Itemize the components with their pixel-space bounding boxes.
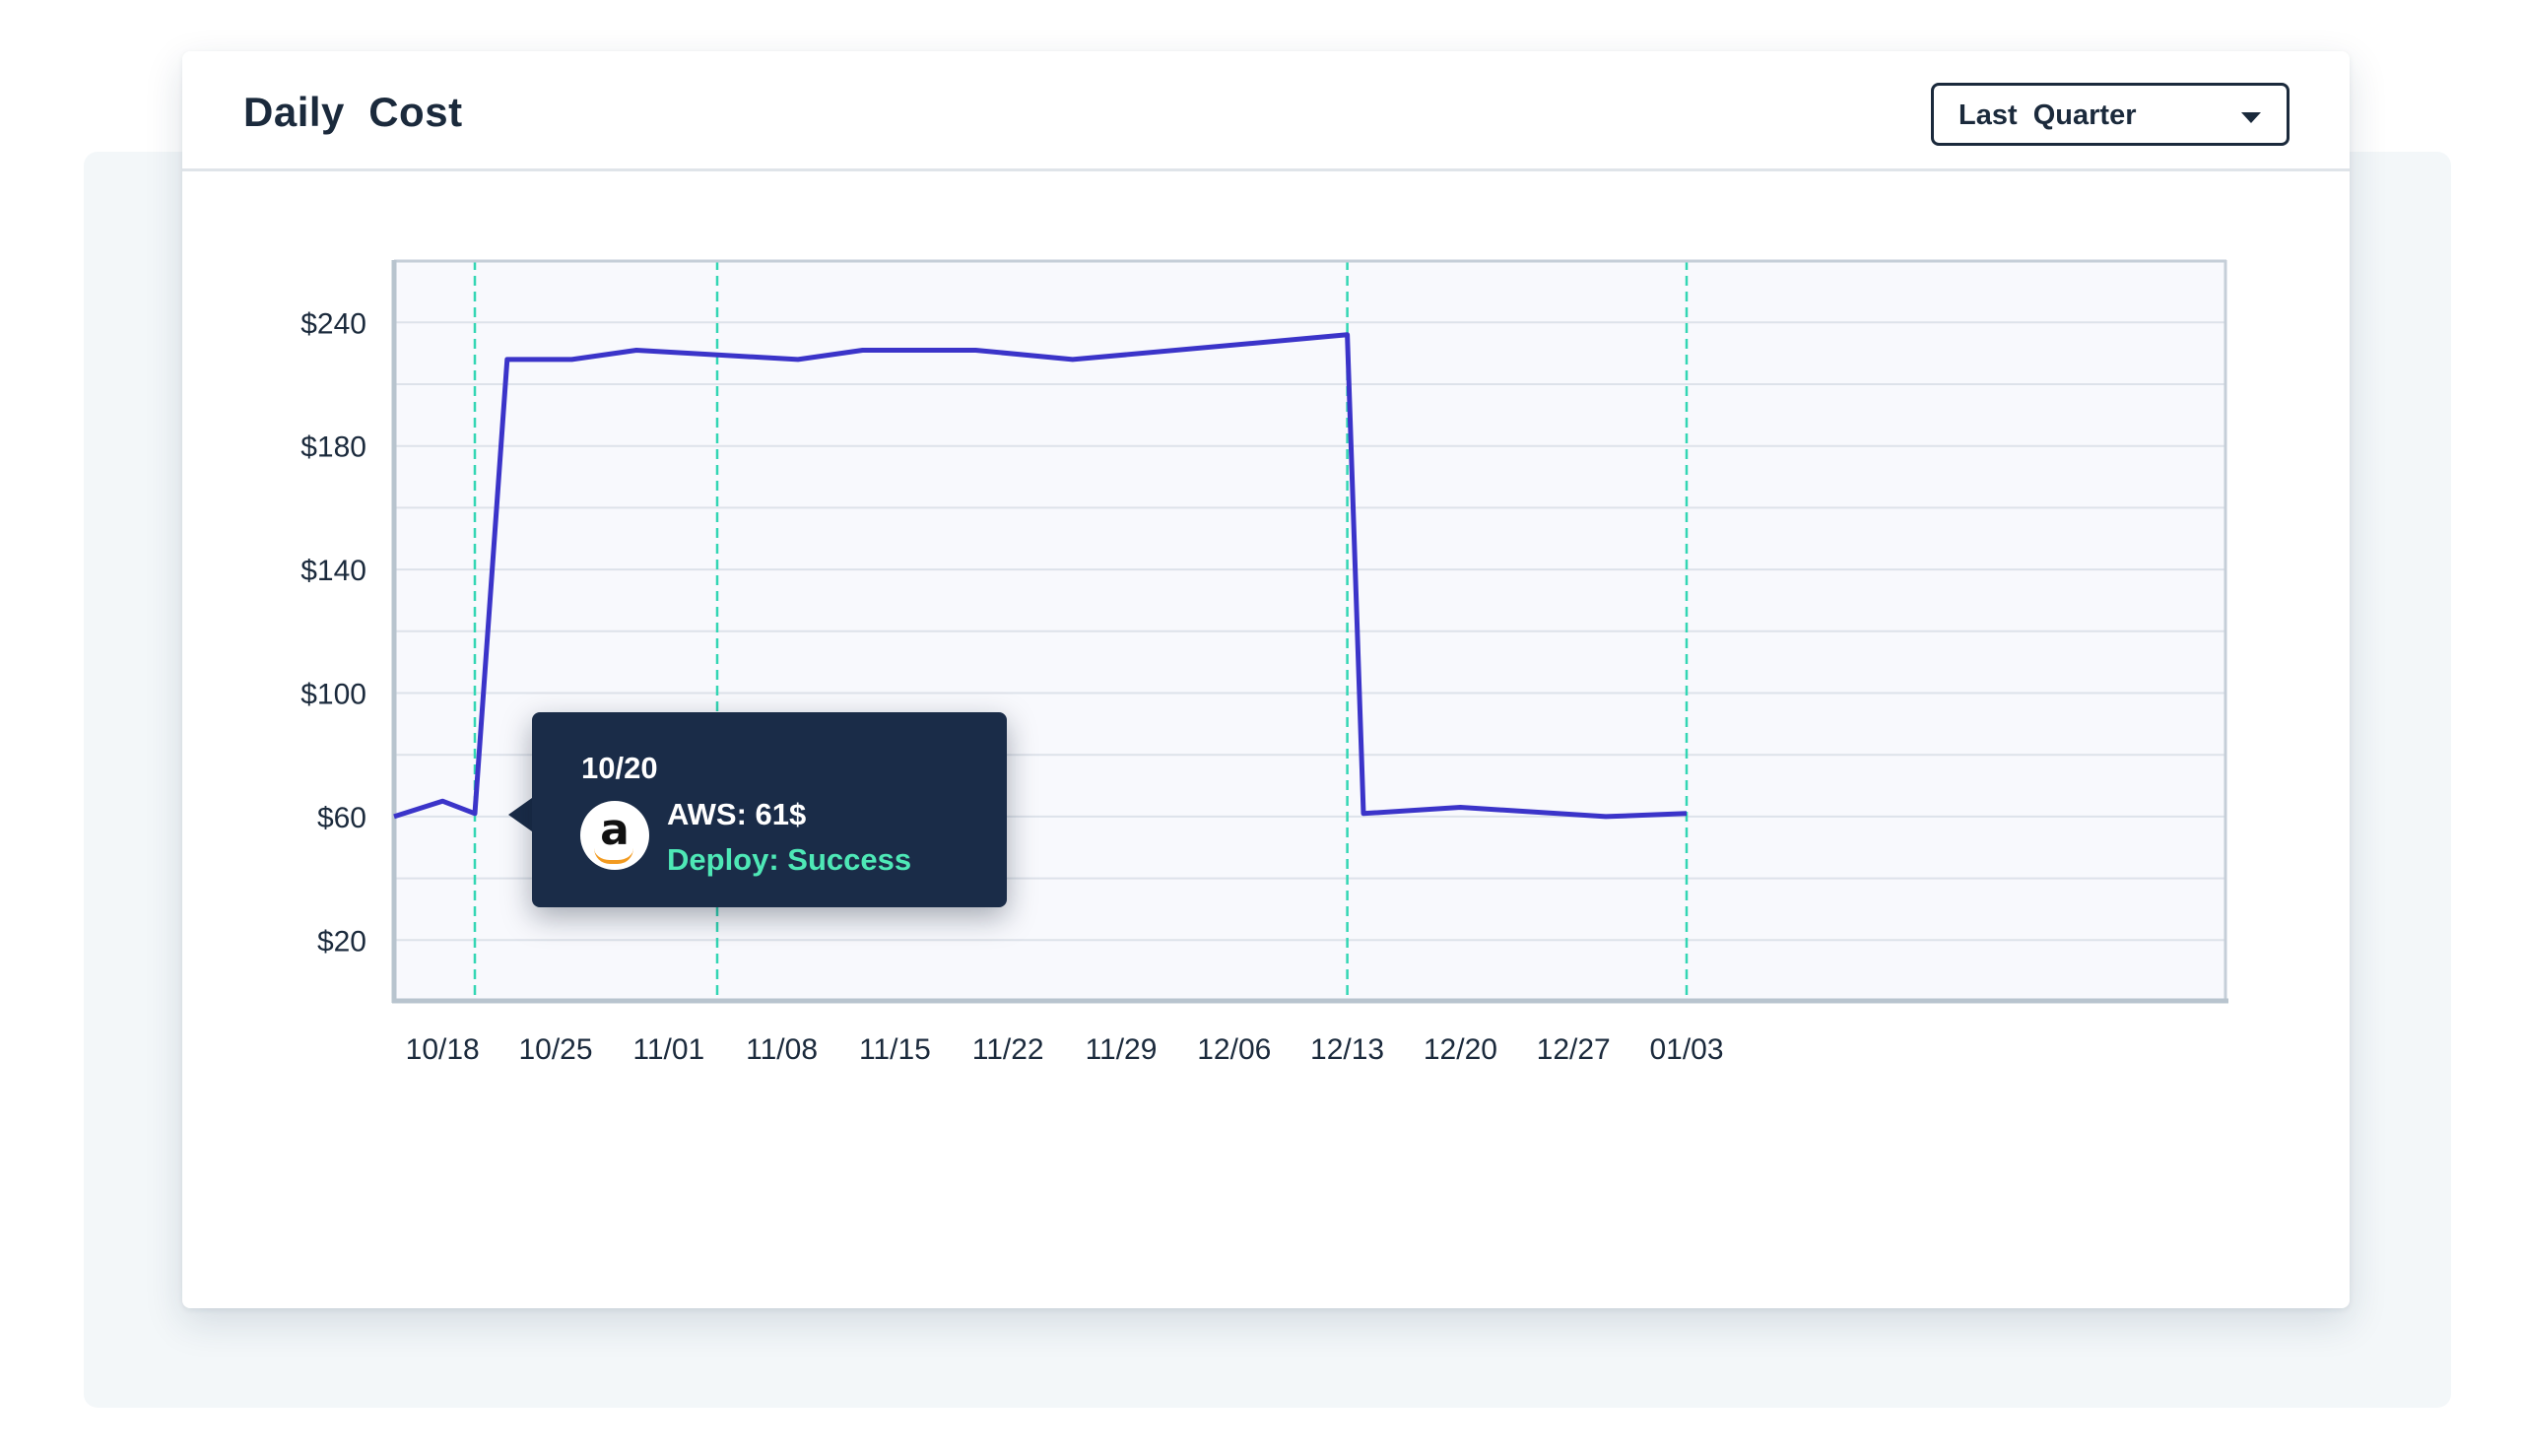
x-tick-label: 12/13 (1310, 1033, 1384, 1066)
x-tick-label: 11/29 (1086, 1033, 1158, 1066)
tooltip-cost: AWS: 61$ (667, 797, 807, 831)
x-tick-label: 11/08 (746, 1033, 818, 1066)
y-axis-ticks: $20 $60 $100 $140 $180 $240 (300, 307, 366, 958)
x-tick-label: 11/01 (632, 1033, 704, 1066)
tooltip-pointer (508, 798, 532, 831)
x-tick-label: 12/06 (1197, 1033, 1271, 1066)
card-header: Daily Cost Last Quarter (182, 51, 2350, 171)
tooltip-date: 10/20 (581, 751, 658, 785)
x-tick-label: 01/03 (1649, 1033, 1723, 1066)
tooltip-deploy-status: Deploy: Success (667, 842, 912, 877)
x-tick-label: 10/25 (518, 1033, 592, 1066)
amazon-logo-icon: a (580, 801, 649, 870)
series-line (393, 332, 1688, 820)
chart-tooltip: 10/20 a AWS: 61$ Deploy: Success (532, 712, 1007, 907)
y-tick-label: $100 (300, 679, 366, 711)
x-tick-label: 12/20 (1424, 1033, 1497, 1066)
y-tick-label: $140 (300, 555, 366, 587)
x-tick-label: 10/18 (406, 1033, 480, 1066)
time-range-value: Last Quarter (1958, 99, 2137, 131)
x-tick-label: 12/27 (1537, 1033, 1611, 1066)
x-tick-label: 11/22 (972, 1033, 1044, 1066)
time-range-dropdown[interactable]: Last Quarter (1931, 83, 2290, 146)
x-tick-label: 11/15 (859, 1033, 931, 1066)
y-tick-label: $240 (300, 307, 366, 340)
chevron-down-icon (2241, 112, 2261, 123)
y-tick-label: $20 (317, 925, 366, 958)
x-axis-ticks: 10/18 10/25 11/01 11/08 11/15 11/22 11/29 12/06… (406, 1033, 1724, 1066)
y-tick-label: $60 (317, 802, 366, 834)
card-title: Daily Cost (243, 89, 463, 135)
y-tick-label: $180 (300, 431, 366, 464)
